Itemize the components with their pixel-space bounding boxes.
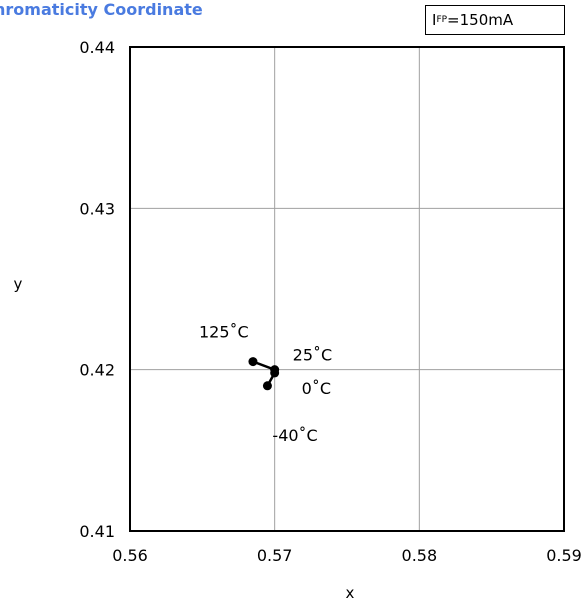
- point-annotation: 125˚C: [199, 323, 249, 342]
- y-tick-label: 0.43: [79, 199, 115, 218]
- plot-frame: [129, 46, 565, 532]
- chart-title: hromaticity Coordinate: [0, 0, 203, 19]
- grid-layer: [130, 47, 564, 531]
- legend-value: =150mA: [447, 11, 514, 29]
- x-axis-label: x: [346, 584, 355, 602]
- x-tick-label: 0.59: [546, 546, 582, 565]
- y-axis-label: y: [14, 275, 23, 293]
- legend-subscript: FP: [436, 15, 448, 25]
- annotation-layer: 125˚C 25˚C 0˚C -40˚C: [199, 323, 332, 445]
- legend-symbol: I: [432, 11, 437, 29]
- y-tick-label: 0.44: [79, 38, 115, 57]
- data-point: [248, 357, 258, 367]
- x-tick-label: 0.58: [402, 546, 438, 565]
- data-point: [262, 381, 272, 391]
- x-tick-label: 0.57: [257, 546, 293, 565]
- legend-box: I FP =150mA: [425, 5, 565, 35]
- x-tick-label: 0.56: [112, 546, 148, 565]
- y-tick-label: 0.41: [79, 522, 115, 541]
- series-layer: [248, 357, 280, 391]
- y-tick-label: 0.42: [79, 361, 115, 380]
- point-annotation: -40˚C: [272, 426, 317, 445]
- point-annotation: 0˚C: [302, 379, 331, 398]
- point-annotation: 25˚C: [293, 346, 333, 365]
- tick-layer: 0.56 0.57 0.58 0.59 0.41 0.42 0.43 0.44: [79, 38, 581, 565]
- data-point: [270, 368, 280, 378]
